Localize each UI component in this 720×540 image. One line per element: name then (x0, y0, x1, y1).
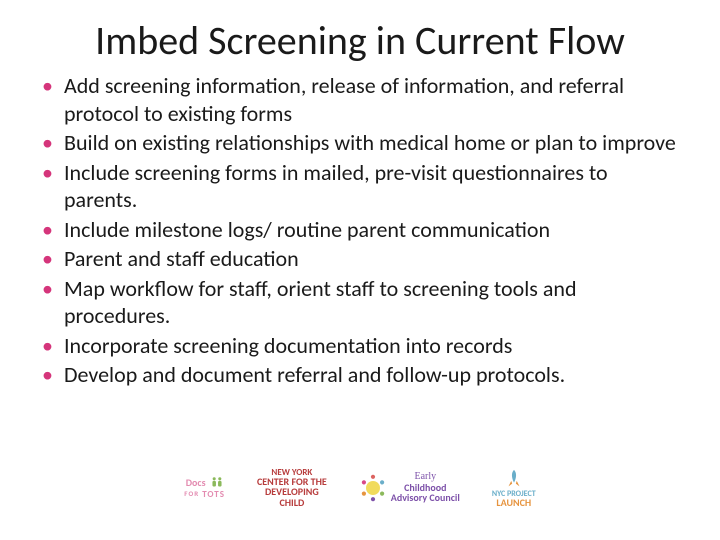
list-item: Incorporate screening documentation into… (64, 332, 684, 360)
logo-strip: Docs FOR TOTS NEW YORK CENTER FOR THE DE… (0, 460, 720, 516)
logo-nyc-line3: DEVELOPING (265, 487, 319, 498)
logo-launch-line1: NYC PROJECT (492, 490, 536, 498)
logo-docs-line2: TOTS (202, 489, 225, 500)
rocket-icon (503, 468, 525, 490)
list-item: Build on existing relationships with med… (64, 129, 684, 157)
logo-early-line3: Advisory Council (391, 493, 460, 504)
logo-nyc-line2: CENTER FOR THE (257, 477, 327, 488)
bullet-list: Add screening information, release of in… (36, 72, 684, 389)
logo-early-line1: Early (391, 472, 460, 483)
logo-launch-line2: LAUNCH (496, 498, 531, 509)
slide-title: Imbed Screening in Current Flow (36, 20, 684, 62)
list-item: Add screening information, release of in… (64, 72, 684, 127)
logo-docs-for: FOR (184, 489, 199, 498)
logo-nyc-line1: NEW YORK (271, 468, 312, 477)
logo-early-childhood: Early Childhood Advisory Council (359, 472, 460, 504)
list-item: Parent and staff education (64, 245, 684, 273)
logo-early-line2: Childhood (391, 483, 460, 494)
people-circle-icon (359, 474, 387, 502)
children-icon (210, 476, 224, 490)
logo-docs-for-tots: Docs FOR TOTS (184, 476, 225, 499)
list-item: Include milestone logs/ routine parent c… (64, 216, 684, 244)
list-item: Include screening forms in mailed, pre-v… (64, 159, 684, 214)
logo-nyc-project-launch: NYC PROJECT LAUNCH (492, 468, 536, 509)
logo-docs-line1: Docs (186, 478, 206, 489)
logo-nyc-line4: CHILD (279, 498, 304, 509)
logo-ny-center: NEW YORK CENTER FOR THE DEVELOPING CHILD (257, 468, 327, 509)
list-item: Map workflow for staff, orient staff to … (64, 275, 684, 330)
list-item: Develop and document referral and follow… (64, 361, 684, 389)
slide: Imbed Screening in Current Flow Add scre… (0, 0, 720, 540)
